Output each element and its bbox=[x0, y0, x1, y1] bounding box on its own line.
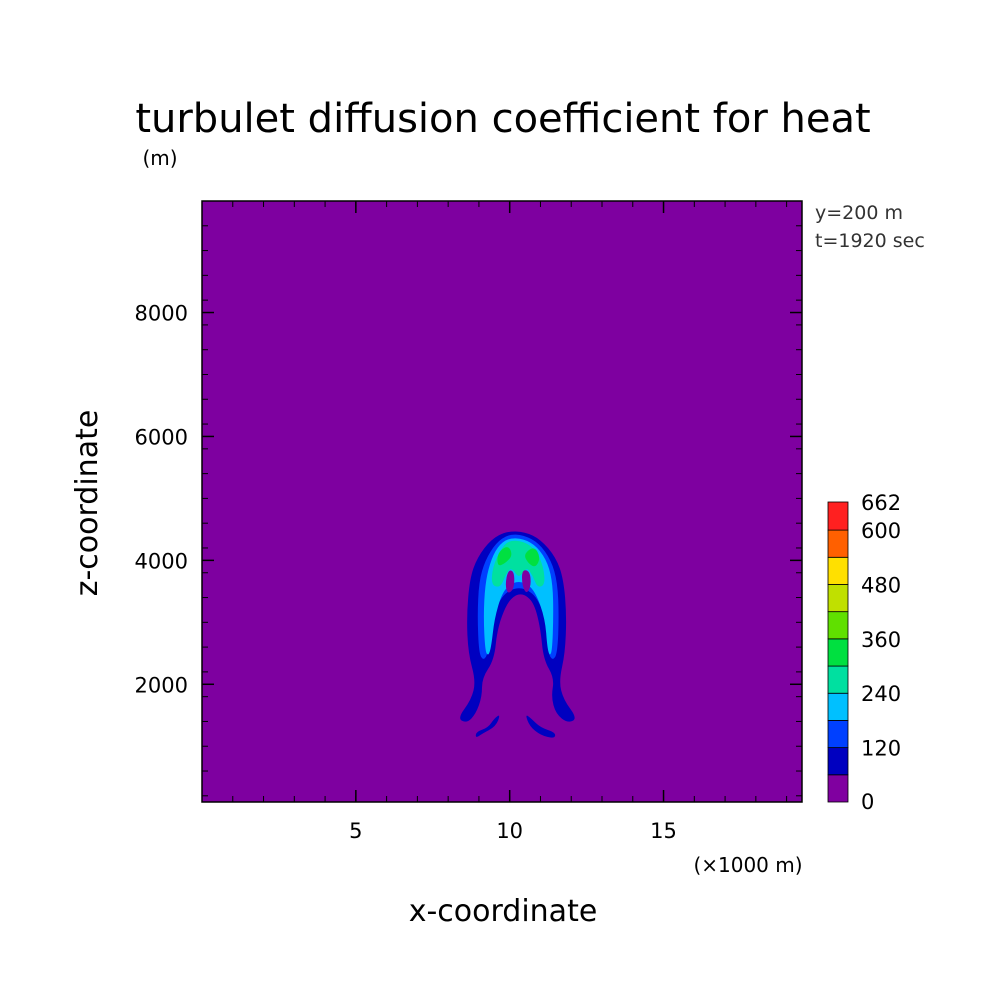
colorbar-label: 662 bbox=[861, 491, 901, 515]
colorbar-block bbox=[827, 692, 849, 721]
contour-level-300 bbox=[497, 547, 512, 566]
contour-filament-left bbox=[475, 715, 500, 737]
x-axis-ticks bbox=[355, 201, 665, 802]
colorbar-labels: 0 120 240 360 480 600 662 bbox=[861, 491, 901, 814]
contour-level-300 bbox=[525, 548, 540, 567]
colorbar-label: 480 bbox=[861, 573, 901, 597]
x-axis-title: x-coordinate bbox=[409, 894, 598, 929]
plot-area bbox=[201, 200, 803, 803]
contour-hole bbox=[522, 570, 531, 593]
colorbar: 0 120 240 360 480 600 662 bbox=[827, 491, 901, 814]
colorbar-block bbox=[827, 501, 849, 531]
plume-contours bbox=[460, 531, 575, 738]
colorbar-label: 0 bbox=[861, 790, 874, 814]
colorbar-block bbox=[827, 747, 849, 776]
y-tick-label: 4000 bbox=[135, 549, 188, 573]
colorbar-block bbox=[827, 584, 849, 613]
colorbar-block bbox=[827, 665, 849, 694]
contour-hole bbox=[505, 570, 515, 593]
y-axis-ticks bbox=[202, 311, 802, 686]
annotation-time: t=1920 sec bbox=[815, 230, 925, 252]
x-unit-note: (×1000 m) bbox=[693, 853, 802, 877]
x-axis-labels: 5 10 15 bbox=[349, 819, 677, 843]
colorbar-label: 120 bbox=[861, 737, 901, 761]
colorbar-block bbox=[827, 611, 849, 640]
plot-background bbox=[202, 201, 802, 802]
unit-label: (m) bbox=[142, 146, 177, 170]
y-tick-label: 2000 bbox=[135, 673, 188, 697]
colorbar-label: 600 bbox=[861, 519, 901, 543]
y-tick-label: 6000 bbox=[135, 425, 188, 449]
x-tick-label: 15 bbox=[650, 819, 677, 843]
colorbar-block bbox=[827, 720, 849, 749]
colorbar-block bbox=[827, 529, 849, 558]
y-axis-labels: 2000 4000 6000 8000 bbox=[135, 302, 188, 698]
colorbar-label: 360 bbox=[861, 628, 901, 652]
minor-ticks bbox=[202, 201, 802, 802]
colorbar-blocks bbox=[827, 501, 849, 803]
colorbar-block bbox=[827, 774, 849, 803]
contour-filament-right bbox=[526, 715, 556, 738]
plot-frame bbox=[201, 200, 803, 803]
chart-title: turbulet diffusion coefficient for heat bbox=[135, 96, 870, 142]
y-axis-title: z-coordinate bbox=[70, 410, 105, 597]
x-tick-label: 5 bbox=[349, 819, 362, 843]
colorbar-block bbox=[827, 556, 849, 585]
colorbar-label: 240 bbox=[861, 682, 901, 706]
annotation-y-position: y=200 m bbox=[815, 202, 903, 224]
colorbar-block bbox=[827, 638, 849, 667]
y-tick-label: 8000 bbox=[135, 302, 188, 326]
x-tick-label: 10 bbox=[496, 819, 523, 843]
